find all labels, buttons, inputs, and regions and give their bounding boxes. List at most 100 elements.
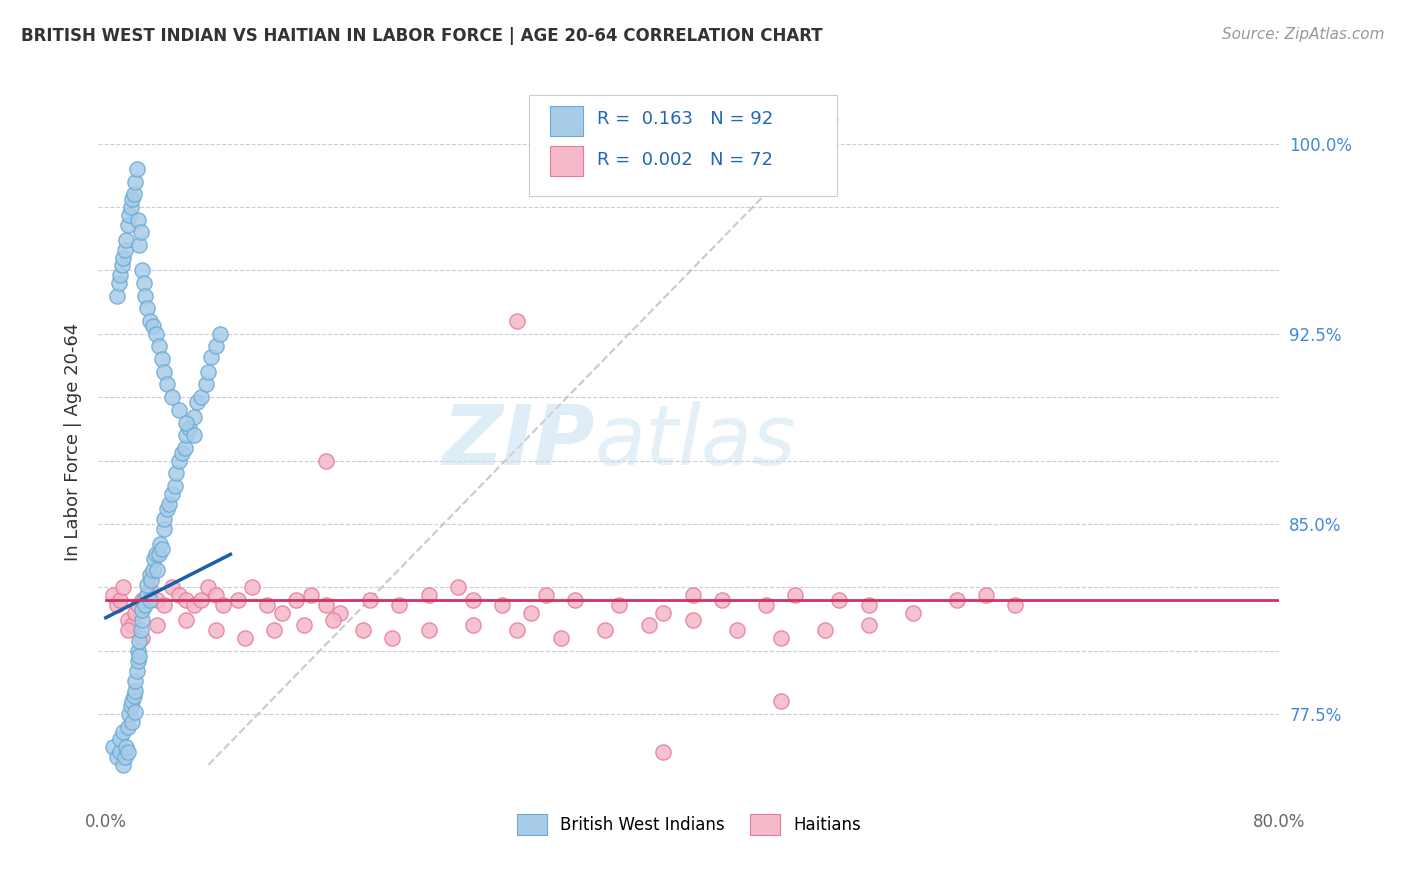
Point (322, 613, 344, 627)
Point (107, 598, 129, 612)
Point (256, 598, 278, 612)
Point (418, 588, 440, 602)
Point (593, 624, 616, 638)
Point (388, 598, 411, 612)
Point (163, 479, 186, 493)
Point (505, 624, 527, 638)
Point (135, 588, 157, 602)
Point (135, 301, 157, 316)
Text: R =  0.163   N = 92: R = 0.163 N = 92 (596, 110, 773, 128)
Point (176, 416, 198, 430)
Point (359, 593, 381, 607)
Point (139, 593, 162, 607)
Point (128, 648, 150, 663)
Point (122, 187, 145, 202)
Point (212, 598, 235, 612)
Point (132, 276, 155, 290)
Point (131, 603, 153, 617)
Point (200, 350, 222, 364)
Point (179, 420, 201, 434)
Point (447, 580, 470, 594)
Point (186, 395, 208, 409)
Point (118, 707, 141, 722)
Point (115, 739, 138, 754)
Point (120, 699, 142, 714)
Text: Source: ZipAtlas.com: Source: ZipAtlas.com (1222, 27, 1385, 42)
Point (114, 243, 136, 257)
Point (725, 624, 748, 638)
Point (183, 598, 205, 612)
Point (418, 624, 440, 638)
Point (125, 664, 148, 678)
Point (117, 624, 139, 638)
Point (124, 175, 146, 189)
Point (124, 684, 146, 698)
Point (652, 745, 675, 759)
Point (121, 193, 143, 207)
Y-axis label: In Labor Force | Age 20-64: In Labor Force | Age 20-64 (63, 322, 82, 561)
Point (534, 588, 557, 602)
Point (637, 618, 659, 632)
Point (117, 745, 139, 759)
Point (901, 606, 924, 620)
Point (135, 578, 157, 592)
Point (128, 238, 150, 252)
Point (112, 724, 135, 739)
Point (148, 339, 170, 353)
Point (153, 522, 176, 536)
Point (134, 598, 156, 612)
Point (110, 745, 132, 759)
Point (124, 606, 146, 620)
Point (329, 606, 352, 620)
Point (125, 161, 148, 176)
Point (156, 377, 179, 392)
Text: atlas: atlas (595, 401, 796, 482)
Point (139, 314, 162, 328)
FancyBboxPatch shape (550, 146, 582, 177)
FancyBboxPatch shape (530, 95, 837, 196)
Point (145, 547, 167, 561)
Point (110, 732, 132, 747)
Point (564, 593, 586, 607)
Point (139, 582, 162, 597)
Point (814, 624, 837, 638)
Point (176, 593, 198, 607)
Text: R =  0.002   N = 72: R = 0.002 N = 72 (596, 152, 773, 169)
Point (107, 750, 129, 764)
Point (112, 251, 135, 265)
Point (131, 263, 153, 277)
Point (122, 690, 145, 704)
FancyBboxPatch shape (550, 105, 582, 136)
Point (381, 631, 404, 645)
Point (1004, 598, 1026, 612)
Point (190, 390, 212, 404)
Point (117, 720, 139, 734)
Point (146, 618, 169, 632)
Point (167, 402, 190, 417)
Point (135, 588, 157, 602)
Point (146, 593, 169, 607)
Point (114, 750, 136, 764)
Point (149, 537, 172, 551)
Point (505, 314, 527, 328)
Point (785, 588, 807, 602)
Point (174, 441, 197, 455)
Point (607, 598, 630, 612)
Point (146, 563, 169, 577)
Point (121, 714, 143, 729)
Point (299, 588, 322, 602)
Point (520, 606, 543, 620)
Point (242, 580, 264, 594)
Point (145, 326, 167, 341)
Point (117, 218, 139, 232)
Point (142, 563, 165, 577)
Point (190, 593, 212, 607)
Point (170, 446, 193, 460)
Point (142, 319, 165, 334)
Point (112, 580, 135, 594)
Point (176, 613, 198, 627)
Point (183, 428, 205, 442)
Point (156, 501, 179, 516)
Point (461, 593, 484, 607)
Point (131, 613, 153, 627)
